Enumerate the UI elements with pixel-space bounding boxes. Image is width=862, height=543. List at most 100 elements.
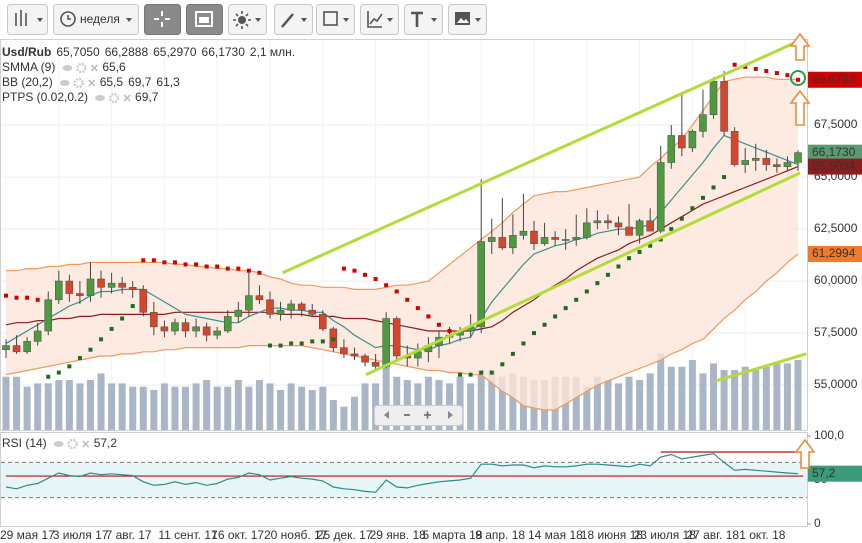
volume-bar — [76, 383, 84, 430]
icon — [367, 11, 383, 28]
icon — [411, 11, 423, 27]
volume-bar — [509, 373, 517, 430]
candle-body — [530, 230, 538, 244]
dropdown-arrow — [255, 18, 261, 22]
icon — [457, 18, 469, 23]
volume-bar — [224, 386, 232, 430]
plot: 55,000057,500060,000062,500065,000067,50… — [0, 40, 862, 542]
x-tick-label: 7 авг. 17 — [106, 528, 152, 542]
zoom-in[interactable] — [424, 411, 431, 419]
chart-type-button[interactable] — [7, 4, 48, 35]
dropdown-arrow — [431, 18, 437, 22]
bb-line — [5, 253, 799, 411]
sar-dot — [595, 281, 600, 286]
candle-body — [751, 158, 760, 161]
scroll-left[interactable] — [384, 411, 389, 419]
icon — [195, 11, 213, 27]
sar-dot — [183, 262, 188, 267]
period-button[interactable] — [53, 4, 139, 35]
candle-body — [487, 237, 496, 242]
sar-dot — [563, 306, 568, 311]
volume-bar — [467, 383, 475, 430]
sar-dot — [204, 264, 209, 269]
volume-bar — [13, 376, 21, 430]
sar-dot — [384, 283, 389, 288]
price-tag-label: 66,1730 — [812, 145, 856, 159]
candle-body — [783, 162, 792, 167]
shape-button[interactable] — [316, 4, 355, 35]
sar-dot — [172, 260, 177, 265]
remove-icon — [90, 64, 98, 72]
volume-bar — [361, 383, 369, 430]
volume-bar — [498, 376, 506, 430]
volume-bar — [456, 376, 464, 430]
sar-dot — [194, 262, 199, 267]
x-tick-label: 29 янв. 18 — [370, 528, 427, 542]
dropdown-arrow — [126, 18, 132, 22]
sar-dot — [426, 314, 431, 319]
volume-bar — [424, 376, 432, 430]
visibility-icon — [53, 441, 64, 447]
candle-body — [614, 222, 623, 228]
analysis-button[interactable] — [360, 4, 399, 35]
volume-bar — [583, 386, 591, 430]
x-tick-label: 20 нояб. 17 — [264, 528, 328, 542]
indicators-button[interactable] — [228, 4, 267, 35]
candle-body — [382, 318, 390, 367]
candle-body — [572, 237, 581, 240]
icon — [323, 11, 338, 26]
sar-dot — [700, 195, 705, 200]
volume-bar — [182, 386, 190, 430]
dropdown-arrow — [475, 18, 481, 22]
candle-body — [561, 239, 570, 241]
volume-bar — [382, 363, 390, 430]
volume-bar — [657, 353, 665, 430]
sar-dot — [236, 266, 241, 271]
volume-bar — [604, 380, 612, 430]
legend-entry: SMMA (9) — [2, 60, 55, 74]
volume-bar — [667, 366, 675, 430]
price-tag — [808, 246, 862, 263]
sar-dot — [690, 206, 695, 211]
sar-dot — [711, 185, 716, 190]
sar-dot — [510, 351, 515, 356]
text-button[interactable] — [404, 4, 443, 35]
volume-bar — [192, 383, 200, 430]
volume-bar — [34, 383, 42, 430]
crosshair-button[interactable] — [144, 4, 181, 35]
volume-bar — [245, 386, 253, 430]
scroll-right[interactable] — [448, 411, 453, 419]
sar-dot — [489, 370, 494, 375]
draw-button[interactable] — [274, 4, 313, 35]
volume-bar — [139, 386, 147, 430]
x-tick-label: 23 июля 18 — [634, 528, 697, 542]
sar-dot — [732, 62, 737, 67]
sar-dot — [289, 341, 294, 346]
volume-bar — [678, 366, 686, 430]
volume-bar — [488, 370, 496, 430]
sar-dot — [627, 256, 632, 261]
volume-bar — [298, 386, 306, 430]
toolbar: неделя — [7, 4, 487, 35]
candle-body — [213, 330, 221, 336]
sar-dot — [141, 258, 146, 263]
sar-dot — [352, 268, 357, 273]
candle-body — [107, 282, 116, 288]
sar-dot — [14, 295, 19, 300]
x-tick-label: 5 марта 18 — [422, 528, 482, 542]
volume-bar — [688, 360, 696, 430]
x-tick-label: 27 авг. 18 — [686, 528, 739, 542]
volume-bar — [203, 380, 211, 430]
candle-body — [245, 295, 253, 311]
candle-body — [128, 287, 137, 290]
candle-body — [297, 303, 306, 311]
candle-body — [604, 220, 612, 224]
candle-body — [181, 322, 190, 332]
candle-body — [118, 282, 126, 288]
candle-body — [97, 278, 105, 288]
sar-dot — [151, 258, 156, 263]
y-tick-label: 62,5000 — [814, 221, 858, 235]
y-tick-label: 100,0 — [814, 428, 844, 442]
sar-dot — [35, 297, 40, 302]
